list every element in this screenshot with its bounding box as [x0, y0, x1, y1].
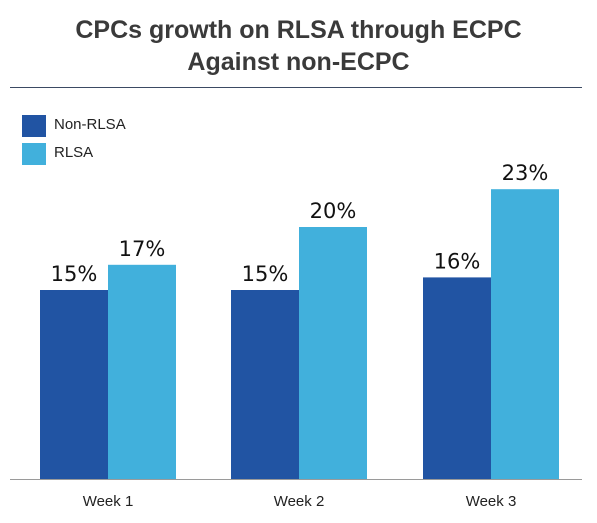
- x-tick-label-week-1: Week 1: [83, 493, 134, 510]
- data-label-rlsa-week-1: 17%: [119, 237, 166, 261]
- chart-title-line-1: CPCs growth on RLSA through ECPC: [75, 16, 522, 44]
- chart-title: CPCs growth on RLSA through ECPC Against…: [0, 14, 597, 78]
- legend-label-rlsa: RLSA: [54, 144, 94, 161]
- bar-rlsa-week-3: [491, 189, 559, 479]
- bar-rlsa-week-1: [108, 264, 176, 479]
- bar-non-rlsa-week-2: [231, 290, 299, 479]
- data-label-non-rlsa-week-3: 16%: [434, 249, 481, 273]
- data-label-non-rlsa-week-1: 15%: [51, 262, 98, 286]
- title-divider: [10, 87, 582, 88]
- x-tick-label-week-3: Week 3: [466, 493, 517, 510]
- legend-swatch-non-rlsa: [22, 115, 46, 137]
- legend-label-non-rlsa: Non-RLSA: [54, 116, 126, 133]
- bar-non-rlsa-week-1: [40, 290, 108, 479]
- x-tick-label-week-2: Week 2: [274, 493, 325, 510]
- bar-non-rlsa-week-3: [423, 277, 491, 479]
- legend-swatch-rlsa: [22, 143, 46, 165]
- data-label-rlsa-week-3: 23%: [502, 161, 549, 185]
- bar-rlsa-week-2: [299, 227, 367, 479]
- chart-title-line-2: Against non-ECPC: [187, 48, 410, 76]
- data-label-non-rlsa-week-2: 15%: [242, 262, 289, 286]
- data-label-rlsa-week-2: 20%: [310, 199, 357, 223]
